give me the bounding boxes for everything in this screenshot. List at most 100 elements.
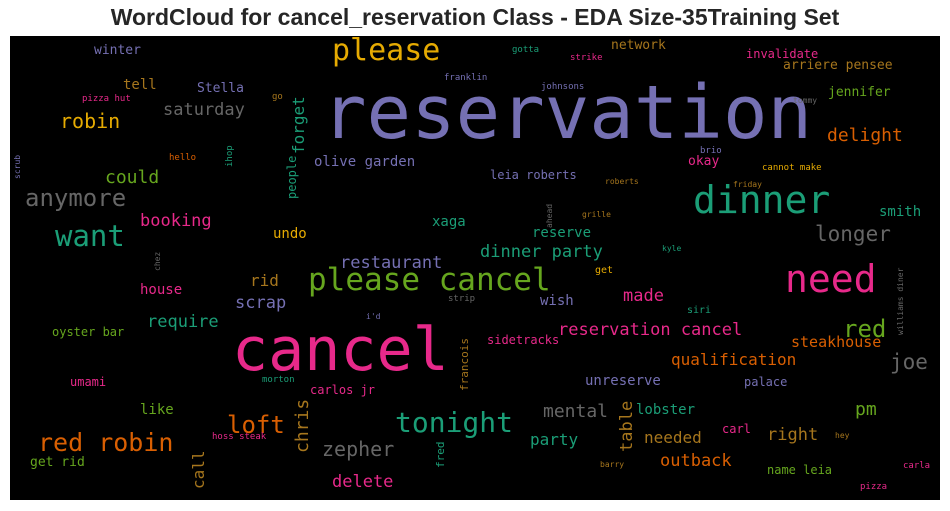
word-olive-garden: olive garden — [314, 154, 416, 170]
word-stella: Stella — [197, 81, 244, 96]
word-like: like — [140, 402, 174, 418]
word-pizza: pizza — [860, 482, 888, 492]
word-red: red — [843, 315, 887, 343]
word-jennifer: jennifer — [828, 85, 891, 100]
word-call: call — [189, 450, 208, 489]
word-cancel: cancel — [232, 315, 449, 385]
word-tonight: tonight — [395, 406, 514, 439]
word-reservation: reservation — [322, 70, 813, 156]
word-delight: delight — [827, 125, 903, 146]
word-strip: strip — [448, 294, 476, 304]
word-outback: outback — [660, 451, 732, 471]
word-barry: barry — [600, 460, 625, 469]
word-unreserve: unreserve — [585, 373, 661, 389]
word-dinner-party: dinner party — [480, 242, 603, 262]
word-restaurant: restaurant — [340, 253, 443, 273]
word-fred: fred — [434, 441, 447, 469]
word-robin: robin — [60, 109, 121, 133]
word-get-rid: get rid — [30, 455, 85, 470]
word-pm: pm — [855, 399, 877, 420]
word-loft: loft — [227, 411, 285, 439]
word-anymore: anymore — [25, 184, 127, 212]
word-palace: palace — [744, 375, 788, 389]
word-ahead: ahead — [545, 203, 554, 228]
word-go: go — [272, 92, 283, 102]
word-steakhouse: steakhouse — [791, 333, 882, 351]
word-please-cancel: please cancel — [308, 262, 551, 298]
word-joe: joe — [890, 350, 928, 374]
word-umami: umami — [70, 375, 107, 389]
word-want: want — [55, 219, 125, 253]
word-grille: grille — [582, 210, 611, 219]
word-name-leia: name leia — [767, 463, 833, 477]
word-xaga: xaga — [432, 214, 466, 230]
word-cannot-make: cannot make — [762, 163, 822, 173]
word-scrap: scrap — [235, 293, 287, 313]
word-gotta: gotta — [512, 45, 540, 55]
word-party: party — [530, 430, 579, 449]
word-johnsons: johnsons — [541, 82, 585, 92]
word-sidetracks: sidetracks — [487, 333, 560, 347]
word-leia-roberts: leia roberts — [490, 168, 577, 182]
word-winter: winter — [94, 43, 141, 58]
word-smith: smith — [879, 204, 922, 220]
word-roberts: roberts — [605, 177, 639, 186]
word-dinner: dinner — [693, 178, 831, 222]
word-morton: morton — [262, 375, 295, 385]
word-brio: brio — [700, 146, 722, 156]
chart-title: WordCloud for cancel_reservation Class -… — [110, 4, 840, 30]
word-okay: okay — [688, 154, 720, 169]
word-zepher: zepher — [322, 437, 395, 461]
word-hello: hello — [169, 153, 197, 163]
word-reserve: reserve — [532, 225, 592, 241]
word-right: right — [767, 425, 819, 445]
word-forget: forget — [289, 96, 308, 154]
word-undo: undo — [273, 226, 307, 242]
word-made: made — [623, 286, 664, 306]
word-oyster-bar: oyster bar — [52, 325, 125, 339]
word-needed: needed — [644, 428, 702, 447]
word-francois: francois — [458, 338, 471, 391]
word-pizza-hut: pizza hut — [82, 94, 131, 104]
word-could: could — [105, 167, 160, 188]
word-qualification: qualification — [671, 350, 797, 369]
word-network: network — [611, 38, 666, 53]
word-house: house — [140, 282, 183, 298]
wordcloud-canvas: reservation cancel please cancel dinner need… — [10, 36, 940, 500]
word-kyle: kyle — [662, 244, 682, 253]
word-carla: carla — [903, 461, 931, 471]
word-need: need — [785, 257, 877, 301]
word-mental: mental — [543, 401, 609, 422]
word-invalidate: invalidate — [746, 47, 819, 61]
word-delete: delete — [332, 472, 394, 492]
word-chris: chris — [292, 398, 313, 453]
word-red-robin: red robin — [38, 428, 174, 457]
word-chez: chez — [153, 251, 162, 271]
word-hoss-steak: hoss steak — [212, 432, 267, 442]
word-scrub: scrub — [13, 154, 22, 179]
word-rid: rid — [250, 271, 279, 290]
word-people: people — [285, 155, 299, 199]
word-wish: wish — [540, 293, 574, 309]
word-reservation-cancel: reservation cancel — [558, 320, 743, 340]
word-require: require — [147, 312, 219, 332]
word-ihop: ihop — [225, 145, 235, 167]
word-i-d: i'd — [366, 312, 381, 321]
word-please: please — [332, 36, 441, 68]
word-strike: strike — [570, 53, 603, 63]
word-carlos-jr: carlos jr — [310, 383, 376, 397]
word-siri: siri — [687, 305, 712, 316]
word-get: get — [595, 265, 614, 276]
word-tommy: tommy — [793, 96, 818, 105]
word-williams-diner: williams diner — [896, 267, 905, 335]
word-arriere-pensee: arriere pensee — [783, 58, 893, 73]
word-tell: tell — [123, 77, 157, 93]
word-saturday: saturday — [163, 100, 245, 120]
word-table: table — [617, 400, 637, 452]
word-hey: hey — [835, 431, 850, 440]
word-franklin: franklin — [444, 73, 488, 83]
word-carl: carl — [722, 422, 751, 436]
word-friday: friday — [733, 180, 762, 189]
word-booking: booking — [140, 211, 212, 231]
word-lobster: lobster — [636, 402, 696, 418]
